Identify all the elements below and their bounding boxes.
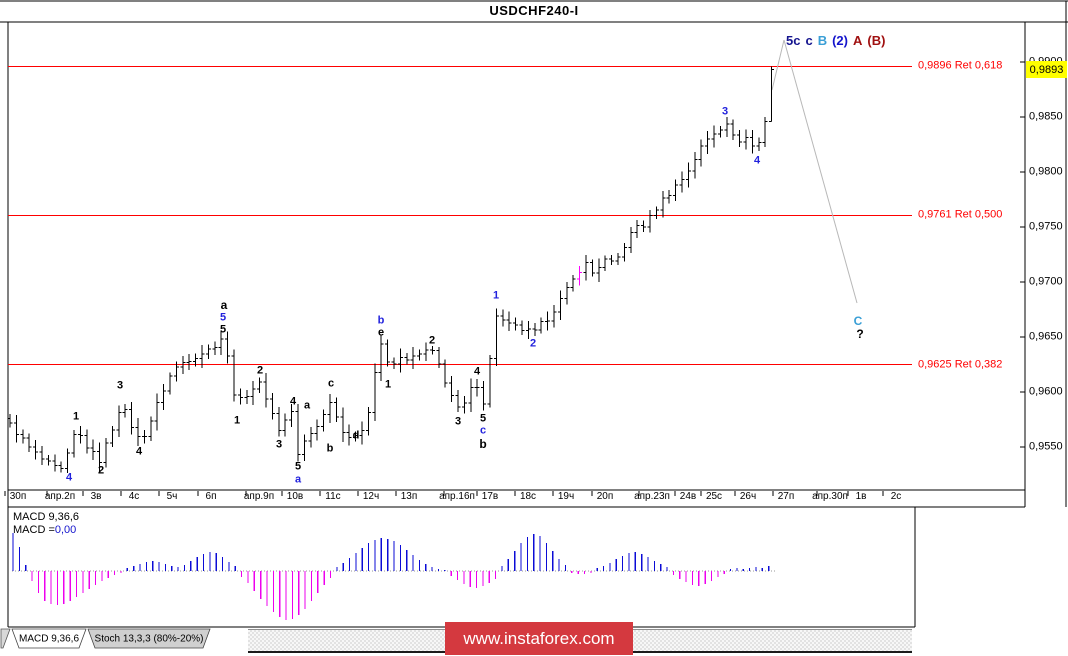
wave-label: 3 <box>116 379 124 392</box>
wave-label: a <box>220 298 228 312</box>
x-axis-label: 1в <box>855 491 867 502</box>
x-axis-label: 5ч <box>166 491 178 502</box>
wave-label: 2 <box>428 334 436 347</box>
wave-annotation-segment: B <box>817 33 828 48</box>
x-axis-label: 20п <box>596 491 614 502</box>
x-axis-label: 30п <box>9 491 27 502</box>
x-axis-label: 18с <box>519 491 537 502</box>
wave-label: 5 <box>479 412 487 425</box>
wave-label: 2 <box>97 464 105 477</box>
wave-label: b <box>326 442 334 455</box>
tab-macd[interactable]: MACD 9,36,6 <box>18 633 80 645</box>
fib-level-label: 0,9896 Ret 0,618 <box>918 59 1003 72</box>
wave-label: 5 <box>219 323 227 336</box>
macd-value-prefix: MACD = <box>13 524 55 536</box>
wave-label: 5 <box>219 311 227 324</box>
wave-label: 3 <box>454 415 462 428</box>
x-axis-label: апр.16п <box>439 491 475 502</box>
tab-stochastic[interactable]: Stoch 13,3,3 (80%-20%) <box>94 633 204 645</box>
chart-title: USDCHF240-I <box>489 3 579 18</box>
x-axis-label: 19ч <box>557 491 575 502</box>
wave-label: a <box>303 399 311 412</box>
wave-label: 3 <box>721 105 729 118</box>
x-axis-label: 13п <box>400 491 418 502</box>
wave-label: ? <box>856 327 864 341</box>
wave-label: 4 <box>753 154 761 167</box>
x-axis-label: 2с <box>890 491 902 502</box>
wave-label: 5 <box>294 460 302 473</box>
y-axis-label: 0,9600 <box>1029 385 1063 398</box>
wave-label: 4 <box>135 445 143 458</box>
x-axis-label: 4с <box>128 491 140 502</box>
wave-label: 4 <box>289 395 297 408</box>
x-axis-label: 27п <box>777 491 795 502</box>
macd-value-readout: MACD =0,00 <box>13 524 76 536</box>
wave-label: b <box>479 437 487 451</box>
wave-label: C <box>853 314 863 328</box>
wave-label: 4 <box>473 365 481 378</box>
wave-label: 2 <box>256 364 264 377</box>
wave-label: a <box>294 473 302 486</box>
wave-label: 2 <box>529 337 537 350</box>
wave-annotation-segment: (2) <box>832 33 848 48</box>
x-axis-label: апр.2п <box>44 491 76 502</box>
wave-label: e <box>377 326 385 339</box>
instaforex-banner[interactable]: www.instaforex.com <box>445 622 633 655</box>
wave-label: 1 <box>72 410 80 423</box>
wave-annotation-segment: 5c <box>786 33 801 48</box>
wave-label: 4 <box>65 471 73 484</box>
current-price-label: 0,9893 <box>1026 61 1067 78</box>
x-axis-label: 26ч <box>739 491 757 502</box>
wave-label: c <box>327 377 335 390</box>
wave-label: 1 <box>492 289 500 302</box>
y-axis-label: 0,9800 <box>1029 165 1063 178</box>
y-axis-label: 0,9750 <box>1029 220 1063 233</box>
macd-value: 0,00 <box>54 524 77 536</box>
wave-label: 1 <box>233 414 241 427</box>
x-axis-label: 3в <box>90 491 102 502</box>
y-axis-label: 0,9550 <box>1029 440 1063 453</box>
x-axis-label: 17в <box>481 491 499 502</box>
x-axis-label: 12ч <box>362 491 380 502</box>
x-axis-label: 6п <box>205 491 217 502</box>
wave-label: c <box>479 424 487 437</box>
wave-label: b <box>377 314 385 327</box>
fib-level-label: 0,9625 Ret 0,382 <box>918 358 1003 370</box>
x-axis-label: 25с <box>705 491 723 502</box>
wave-annotation-segment: A <box>852 33 863 48</box>
macd-indicator-name: MACD 9,36,6 <box>13 511 80 523</box>
x-axis-label: 10в <box>286 491 304 502</box>
fib-level-label: 0,9761 Ret 0,500 <box>918 208 1003 221</box>
y-axis-label: 0,9650 <box>1029 330 1063 343</box>
wave-label: 1 <box>384 378 392 391</box>
x-axis-label: апр.30п <box>812 491 848 502</box>
y-axis-label: 0,9850 <box>1029 110 1063 123</box>
wave-annotation-segment: (B) <box>867 33 886 48</box>
x-axis-label: апр.9п <box>243 491 275 502</box>
wave-annotation: 5c c B (2) A (B) <box>786 33 890 48</box>
wave-annotation-segment: c <box>805 33 813 48</box>
wave-label: d <box>352 429 360 442</box>
x-axis-label: 11с <box>325 491 341 502</box>
x-axis-label: 24в <box>679 491 697 502</box>
y-axis-label: 0,9700 <box>1029 275 1063 288</box>
x-axis-label: апр.23п <box>634 491 670 502</box>
wave-label: 3 <box>275 438 283 451</box>
